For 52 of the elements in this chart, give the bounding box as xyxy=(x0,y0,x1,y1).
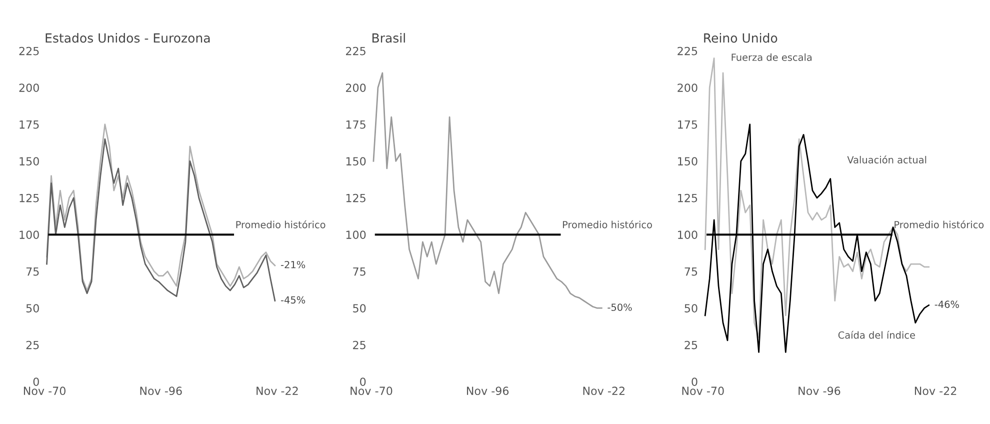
y-tick-label: 0 xyxy=(360,378,366,386)
annotation: Valuación actual xyxy=(847,156,926,164)
y-tick-label: 75 xyxy=(26,267,39,276)
y-tick-label: 125 xyxy=(678,194,698,202)
x-tick-label: Nov -70 xyxy=(350,386,392,396)
x-tick-label: Nov -70 xyxy=(24,386,66,396)
annotation: -21% xyxy=(280,260,306,268)
annotation: Caída del índice xyxy=(838,330,915,339)
y-tick-label: 150 xyxy=(20,157,39,166)
chart-title: Reino Unido xyxy=(704,33,778,43)
y-tick-label: 150 xyxy=(346,157,366,166)
y-tick-label: 100 xyxy=(678,230,698,239)
y-tick-label: 25 xyxy=(26,340,39,350)
annotation: Fuerza de escala xyxy=(732,53,812,61)
y-tick-label: 25 xyxy=(353,340,366,350)
y-tick-label: 75 xyxy=(684,267,698,276)
y-tick-label: 175 xyxy=(346,120,366,129)
x-tick-label: Nov -96 xyxy=(798,386,840,396)
annotation: -46% xyxy=(934,300,959,308)
y-tick-label: 225 xyxy=(346,46,366,56)
y-tick-label: 175 xyxy=(20,120,39,129)
annotation: -50% xyxy=(608,304,632,311)
x-tick-label: Nov -96 xyxy=(140,386,182,396)
y-tick-label: 175 xyxy=(678,120,698,129)
annotation: -45% xyxy=(280,296,306,304)
y-tick-label: 225 xyxy=(678,46,698,56)
y-tick-label: 200 xyxy=(19,84,39,92)
y-tick-label: 125 xyxy=(20,194,39,202)
y-tick-label: 200 xyxy=(678,84,698,92)
x-tick-label: Nov -96 xyxy=(466,386,509,396)
ref-line-label: Promedio histórico xyxy=(894,220,984,228)
y-tick-label: 100 xyxy=(346,230,366,239)
y-tick-label: 0 xyxy=(33,378,39,386)
y-tick-label: 125 xyxy=(346,194,366,202)
y-tick-label: 0 xyxy=(692,378,698,386)
x-tick-label: Nov -22 xyxy=(914,386,956,396)
ref-line-label: Promedio histórico xyxy=(236,220,326,228)
y-tick-label: 200 xyxy=(346,84,366,92)
x-tick-label: Nov -22 xyxy=(256,386,298,396)
y-tick-label: 75 xyxy=(353,267,366,276)
x-tick-label: Nov -70 xyxy=(682,386,724,396)
x-tick-label: Nov -22 xyxy=(583,386,624,396)
y-tick-label: 50 xyxy=(26,304,39,312)
ref-line-label: Promedio histórico xyxy=(562,220,652,228)
y-tick-label: 50 xyxy=(353,304,366,312)
y-tick-label: 100 xyxy=(20,230,39,239)
y-tick-label: 50 xyxy=(684,304,698,312)
y-tick-label: 25 xyxy=(684,340,698,350)
y-tick-label: 150 xyxy=(678,157,698,166)
y-tick-label: 225 xyxy=(19,46,39,56)
chart-title: Estados Unidos - Eurozona xyxy=(46,33,210,43)
chart-title: Brasil xyxy=(372,33,405,43)
